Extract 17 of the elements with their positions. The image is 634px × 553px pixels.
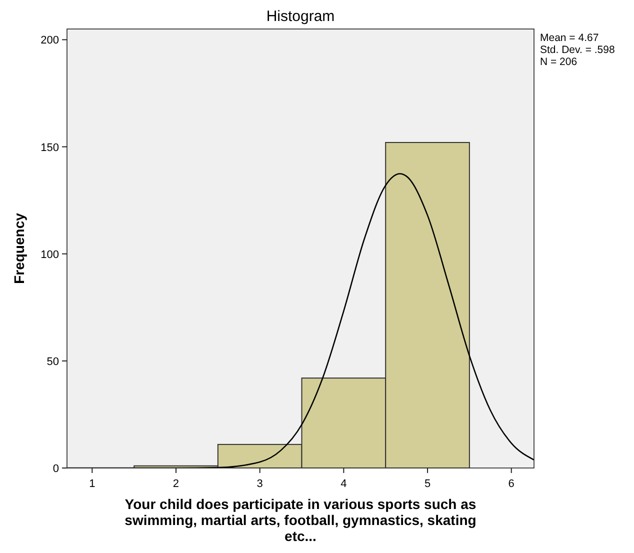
x-tick-label: 6 [508, 478, 514, 490]
x-tick-label: 5 [424, 478, 431, 490]
x-axis-title: Your child does participate in various sports such as swimming, martial arts, football, gymnastics, skating etc... [124, 496, 476, 544]
y-tick-label: 100 [40, 248, 59, 261]
x-tick-label: 1 [89, 478, 96, 490]
y-tick-label: 150 [40, 142, 59, 154]
x-tick-label: 4 [340, 478, 347, 490]
y-tick-label: 0 [52, 463, 59, 475]
y-axis-title: Frequency [11, 212, 27, 284]
text: Mean = 4.67 [540, 32, 599, 44]
x-tick-label: 2 [172, 478, 180, 490]
text: N = 206 [540, 56, 578, 68]
y-tick-label: 50 [46, 356, 59, 368]
text: Std. Dev. = .598 [540, 44, 615, 56]
chart-title: Histogram [266, 8, 335, 25]
y-tick-label: 200 [40, 34, 59, 47]
x-tick-label: 3 [256, 478, 263, 490]
